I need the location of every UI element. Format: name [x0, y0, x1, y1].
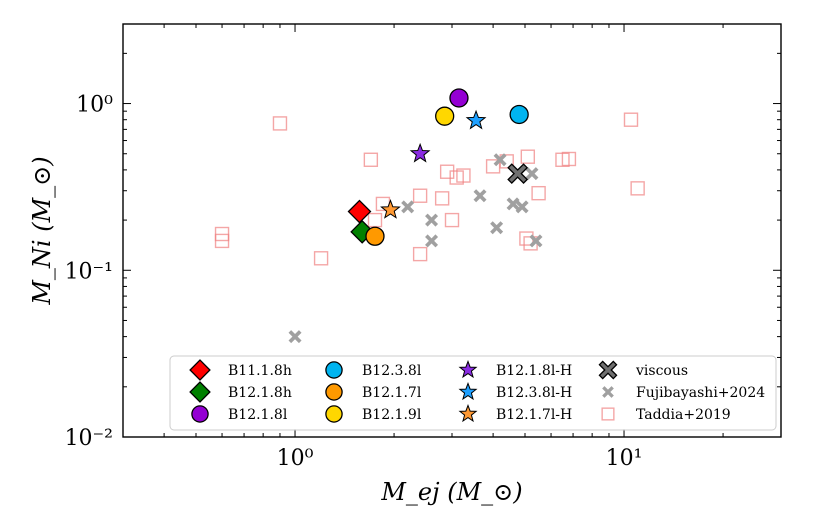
data-layer — [214, 88, 645, 344]
legend-item: B12.1.7l — [325, 383, 422, 401]
legend-label: B12.3.8l-H — [496, 385, 572, 401]
legend-item: B12.1.9l — [325, 405, 422, 423]
series-viscous — [507, 163, 529, 185]
series-b12-1-7l-h — [380, 199, 401, 219]
data-point — [630, 181, 645, 196]
data-point — [456, 168, 471, 183]
legend-marker — [458, 404, 478, 423]
legend-label: viscous — [635, 363, 688, 379]
legend-marker — [458, 360, 478, 379]
data-point — [525, 167, 539, 181]
data-point — [313, 251, 329, 266]
legend-label: Taddia+2019 — [636, 407, 731, 423]
axes-layer: 10⁰ 10¹ 10⁻² 10⁻¹ 10⁰ M_ej (M_⊙) M_Ni (M_⊙) — [28, 23, 782, 506]
data-point — [529, 234, 543, 248]
data-point — [493, 153, 507, 167]
legend-item: B12.1.8l — [191, 405, 288, 423]
data-point — [519, 231, 534, 246]
data-point — [444, 212, 460, 228]
legend-label: B12.1.7l-H — [496, 407, 572, 423]
data-point — [520, 149, 536, 164]
legend-marker — [325, 361, 343, 379]
data-point — [434, 191, 450, 206]
legend-item: B12.3.8l-H — [458, 382, 572, 401]
x-tick-label: 10¹ — [606, 446, 643, 471]
data-point — [412, 246, 428, 262]
data-point — [507, 163, 529, 185]
series-b12-1-9l — [435, 106, 455, 126]
legend-item: Taddia+2019 — [601, 407, 731, 423]
legend-item: Fujibayashi+2024 — [602, 385, 765, 401]
data-point — [425, 234, 439, 248]
legend-label: Fujibayashi+2024 — [636, 385, 765, 401]
data-point — [363, 152, 379, 167]
data-point — [623, 112, 639, 127]
legend-item: B12.1.8l-H — [458, 360, 572, 379]
legend-item: B11.1.8h — [189, 359, 292, 381]
legend-box — [169, 355, 777, 431]
data-point — [506, 197, 520, 211]
data-point — [439, 164, 455, 179]
legend-label: B11.1.8h — [228, 363, 292, 379]
series-b12-3-8l-h — [465, 109, 487, 130]
legend-marker — [191, 405, 209, 423]
data-point — [465, 109, 487, 130]
legend-item: viscous — [598, 360, 688, 380]
y-axis-title: M_Ni (M_⊙) — [28, 156, 56, 305]
legend-marker — [458, 382, 478, 401]
series-fujibayashi-2024 — [288, 153, 543, 344]
series-b11-1-8h — [347, 199, 372, 224]
data-point — [435, 106, 455, 126]
legend-item: B12.3.8l — [325, 361, 422, 379]
x-axis-title: M_ej (M_⊙) — [380, 478, 522, 506]
legend-label: B12.1.8h — [228, 385, 292, 401]
legend-label: B12.1.9l — [362, 407, 422, 423]
data-point — [412, 188, 428, 203]
series-b12-1-8l — [449, 88, 469, 108]
series-b12-1-7l — [365, 226, 385, 246]
legend-label: B12.1.8l — [228, 407, 288, 423]
data-point — [401, 200, 415, 214]
legend: B11.1.8h B12.1.8h B12.1.8l B12.3.8l B12.1.7l… — [169, 355, 777, 431]
data-point — [561, 151, 577, 167]
y-tick-label: 10⁰ — [76, 93, 113, 118]
data-point — [214, 233, 230, 249]
legend-marker — [325, 405, 343, 423]
series-b12-1-8l-h — [409, 142, 431, 163]
data-point — [449, 88, 469, 108]
legend-marker — [189, 381, 211, 403]
data-point — [272, 116, 288, 131]
series-b12-3-8l — [509, 104, 529, 125]
data-point — [380, 199, 401, 219]
legend-label: B12.1.7l — [362, 385, 422, 401]
data-point — [490, 221, 504, 235]
legend-label: B12.3.8l — [362, 363, 422, 379]
y-tick-label: 10⁻² — [65, 426, 113, 451]
y-tick-label: 10⁻¹ — [65, 259, 113, 284]
data-point — [409, 142, 431, 163]
legend-marker — [598, 360, 618, 380]
data-point — [288, 330, 302, 344]
data-point — [365, 226, 385, 246]
data-point — [347, 199, 372, 224]
data-point — [473, 189, 487, 203]
data-point — [509, 104, 529, 125]
legend-marker — [325, 383, 343, 401]
data-point — [515, 200, 529, 214]
x-tick-label: 10⁰ — [277, 446, 314, 471]
data-point — [531, 185, 546, 201]
data-point — [367, 212, 383, 228]
data-point — [425, 213, 439, 227]
legend-marker — [601, 407, 615, 421]
legend-label: B12.1.8l-H — [496, 363, 572, 379]
legend-marker — [189, 359, 211, 381]
legend-item: B12.1.8h — [189, 381, 292, 403]
legend-item: B12.1.7l-H — [458, 404, 572, 423]
legend-marker — [602, 386, 614, 398]
